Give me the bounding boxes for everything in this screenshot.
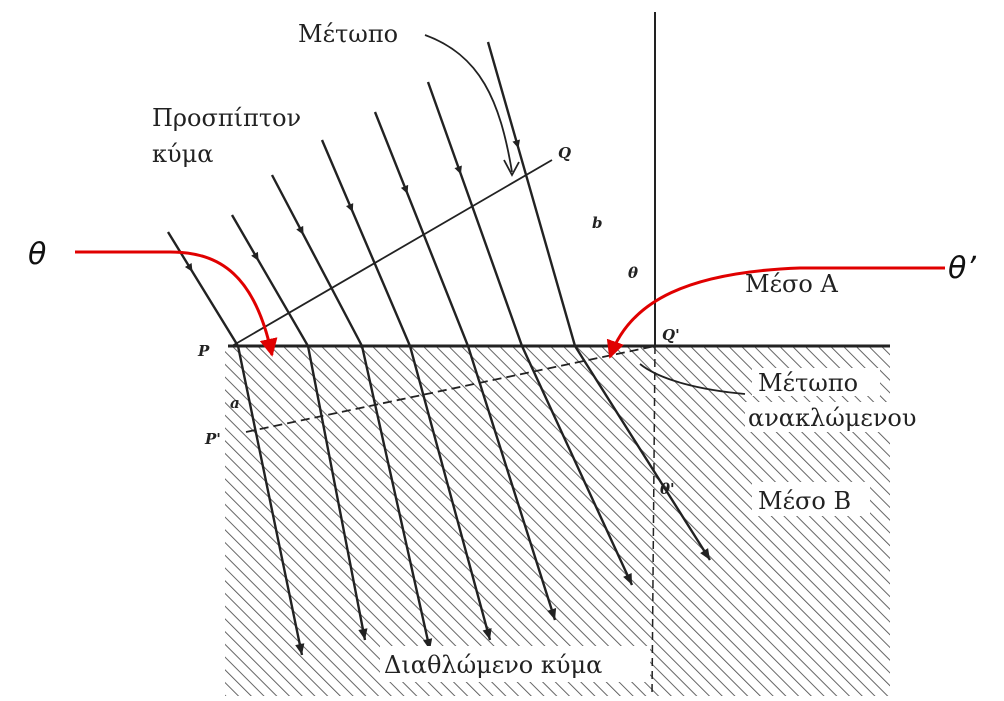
incident-wave-label-line2: κύμα bbox=[152, 140, 213, 168]
refracted-front-leader bbox=[639, 363, 746, 395]
angle-theta-prime-small-label: θ' bbox=[660, 480, 675, 498]
ray-4-refracted-arrowhead bbox=[482, 628, 492, 640]
theta-prime-annotation-label: θ’ bbox=[948, 251, 976, 286]
normal-line-lower bbox=[651, 345, 656, 697]
angle-theta-small-label: θ bbox=[628, 264, 638, 282]
theta-prime-annotation-arrow bbox=[606, 266, 945, 359]
incident-wavefront bbox=[231, 159, 553, 347]
segment-a-label: a bbox=[230, 394, 240, 412]
medium-b-label: Μέσο Β bbox=[758, 487, 851, 515]
point-q-label: Q bbox=[558, 144, 571, 162]
ray-7-incident-arrowhead bbox=[512, 139, 520, 149]
medium-b-region bbox=[225, 346, 890, 696]
wavefront-leader bbox=[424, 34, 513, 173]
ray-7-refracted-arrowhead bbox=[700, 548, 710, 560]
ray-6-refracted-arrowhead bbox=[623, 573, 632, 585]
ray-2-refracted-arrowhead bbox=[358, 628, 368, 640]
refracted-front-label-line1: Μέτωπο bbox=[758, 369, 858, 397]
segment-b-label: b bbox=[592, 214, 603, 232]
ray-1-incident-arrowhead bbox=[184, 262, 193, 272]
theta-annotation-label: θ bbox=[28, 237, 46, 272]
ray-4-incident-arrowhead bbox=[346, 203, 354, 213]
ray-1-refracted-arrowhead bbox=[295, 643, 305, 655]
point-p-prime-label: P' bbox=[204, 430, 221, 448]
ray-5-refracted-arrowhead bbox=[547, 608, 557, 620]
medium-a-label: Μέσο Α bbox=[745, 270, 838, 298]
point-q-prime-label: Q' bbox=[662, 326, 680, 344]
ray-5-incident-arrowhead bbox=[400, 184, 409, 194]
wavefront-top-label: Μέτωπο bbox=[298, 20, 398, 48]
ray-group bbox=[166, 41, 712, 656]
ray-2-incident-arrowhead bbox=[251, 251, 259, 261]
refracted-wave-label: Διαθλώμενο κύμα bbox=[384, 651, 602, 679]
incident-wave-label-line1: Προσπίπτον bbox=[152, 104, 301, 132]
ray-6-incident-arrowhead bbox=[454, 165, 462, 175]
point-p-label: P bbox=[197, 342, 210, 360]
ray-3-incident-arrowhead bbox=[296, 225, 304, 235]
theta-annotation-arrow bbox=[75, 250, 278, 357]
refracted-front-label-line2: ανακλώμενου bbox=[748, 404, 916, 432]
